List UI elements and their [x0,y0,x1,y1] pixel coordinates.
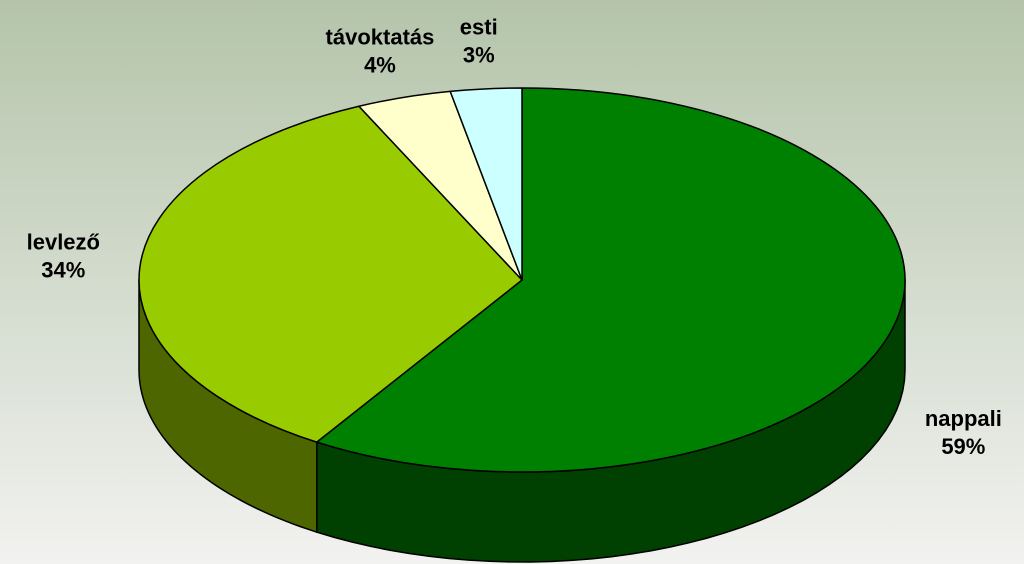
pie-slice [138,105,523,443]
slice-value-label: 34% [41,257,85,282]
pie-slice [316,87,906,473]
slice-value-label: 3% [463,42,495,67]
slice-label: távoktatás [326,25,435,50]
slice-label: nappali [925,406,1002,431]
pie-slice [449,87,523,281]
slice-label: levlező [27,229,100,254]
slice-value-label: 4% [364,53,396,78]
slice-label: esti [460,14,498,39]
slice-value-label: 59% [941,434,985,459]
